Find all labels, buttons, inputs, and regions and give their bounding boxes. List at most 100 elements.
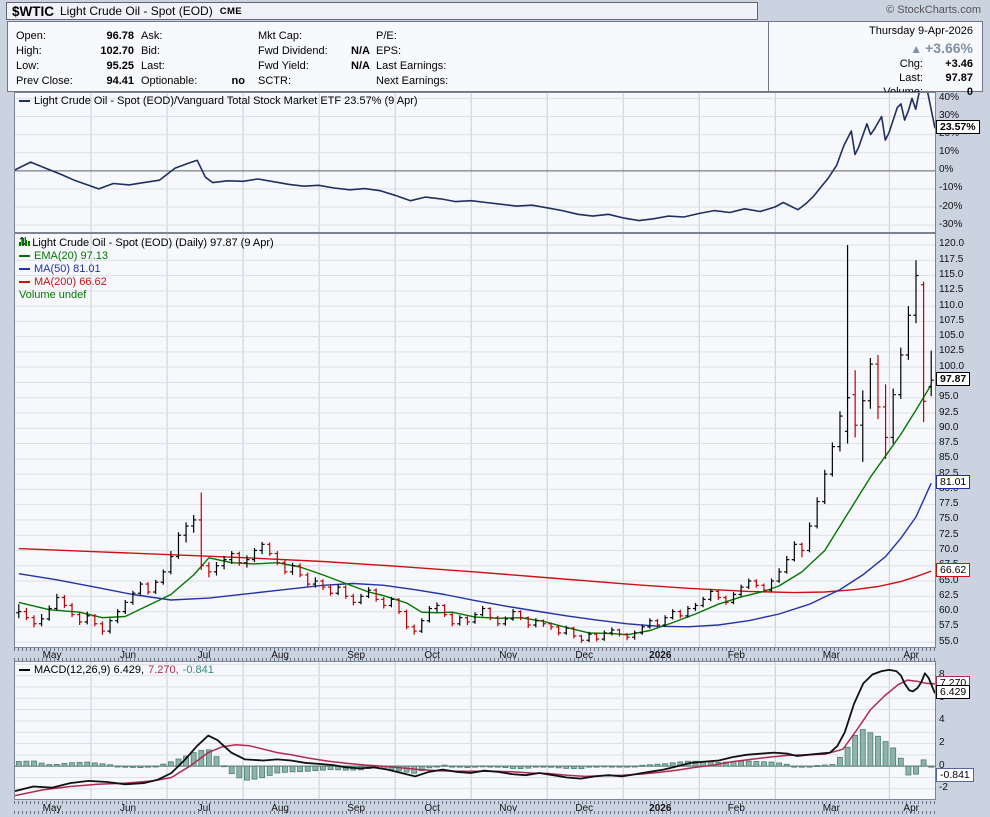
x-axis-month-label: Feb	[727, 803, 745, 814]
macd-chart-svg	[15, 662, 935, 799]
y-axis-tick: 120.0	[939, 238, 965, 250]
x-axis-month-label: Apr	[903, 650, 919, 661]
field-label: SCTR:	[258, 75, 291, 87]
instrument-name: Light Crude Oil - Spot (EOD)	[60, 4, 213, 18]
quote-field: Next Earnings:	[376, 74, 528, 89]
signal-value-text: 7.270,	[148, 664, 179, 676]
quote-field: Low: 95.25	[16, 59, 134, 74]
field-value: no	[231, 75, 245, 87]
quote-panel: Open: 96.78 High: 102.70 Low: 95.25 Prev Close…	[7, 21, 983, 98]
y-axis-tick: 72.5	[939, 528, 959, 540]
y-axis-tick: 10%	[939, 146, 960, 158]
last-row: Last: 97.87	[769, 71, 973, 85]
x-axis-month-label: May	[42, 803, 62, 814]
volume-bars-icon	[19, 238, 30, 246]
quote-field: Fwd Dividend: N/A	[258, 44, 370, 59]
field-label: Last:	[141, 60, 165, 72]
y-axis-tick: -2	[939, 782, 948, 794]
percent-change-value: +3.66%	[925, 40, 973, 56]
y-axis-tick: 87.5	[939, 437, 959, 449]
y-axis-tick: 92.5	[939, 406, 959, 418]
quote-field: P/E:	[376, 29, 528, 44]
volume-legend-text: Volume undef	[19, 288, 87, 301]
y-axis-tick: 105.0	[939, 330, 965, 342]
quote-column: Mkt Cap: Fwd Dividend: N/A Fwd Yield: N/A SCT…	[258, 29, 370, 89]
x-axis-month-label: Jun	[119, 803, 137, 814]
y-axis-tick: 30%	[939, 110, 960, 122]
field-value: 96.78	[106, 30, 134, 42]
ratio-legend: Light Crude Oil - Spot (EOD)/Vanguard To…	[19, 95, 418, 107]
x-axis-month-label: Aug	[271, 650, 289, 661]
ema-line-swatch-icon	[19, 254, 30, 257]
x-axis-month-label: 2026	[649, 803, 672, 814]
y-axis-tick: 0	[939, 759, 945, 771]
last-label: Last:	[899, 72, 923, 84]
price-chart-svg	[15, 234, 935, 647]
quote-field: Ask:	[141, 29, 245, 44]
copyright: © StockCharts.com	[886, 4, 981, 16]
field-value: 102.70	[100, 45, 134, 57]
y-axis-tick: 40%	[939, 91, 960, 103]
field-label: EPS:	[376, 45, 402, 57]
ratio-chart-svg	[15, 93, 935, 232]
quote-field: Open: 96.78	[16, 29, 134, 44]
y-axis-tick: 62.5	[939, 589, 959, 601]
field-label: Mkt Cap:	[258, 30, 303, 42]
ma50-legend-row: MA(50) 81.01	[19, 262, 274, 275]
field-value: N/A	[351, 60, 370, 72]
ma50-line-swatch-icon	[19, 267, 30, 270]
y-axis-tick: 60.0	[939, 605, 959, 617]
x-axis-month-label: Aug	[271, 803, 289, 814]
y-axis-tick: 115.0	[939, 269, 964, 281]
y-axis-tick: -20%	[939, 200, 963, 212]
quote-column: Open: 96.78 High: 102.70 Low: 95.25 Prev Close…	[16, 29, 134, 89]
ratio-panel: Light Crude Oil - Spot (EOD)/Vanguard To…	[14, 92, 936, 233]
tick-row	[14, 648, 936, 651]
field-label: Ask:	[141, 30, 163, 42]
y-axis-tick: 75.0	[939, 513, 959, 525]
x-axis-month-label: May	[42, 650, 62, 661]
x-axis-strip-upper: May Jun Jul Aug Sep Oct Nov Dec 2026 Feb Mar Apr	[14, 648, 936, 661]
y-axis-tick: -30%	[939, 218, 963, 230]
volume-value: 0	[966, 86, 973, 98]
x-axis-month-label: Sep	[347, 803, 366, 814]
field-value: 95.25	[106, 60, 134, 72]
x-axis-month-label: Mar	[822, 803, 840, 814]
x-axis-month-label: Feb	[727, 650, 745, 661]
quote-field: Mkt Cap:	[258, 29, 370, 44]
current-value-box: 81.01	[936, 475, 971, 490]
ticker-symbol: $WTIC	[12, 3, 54, 19]
current-value-box: -0.841	[936, 767, 974, 782]
change-label: Chg:	[899, 58, 923, 70]
y-axis-tick: 4	[939, 714, 945, 726]
y-axis-tick: 117.5	[939, 253, 964, 265]
field-label: Bid:	[141, 45, 160, 57]
x-axis-month-label: Dec	[575, 650, 594, 661]
macd-panel: MACD(12,26,9) 6.429, 7.270, -0.841	[14, 661, 936, 800]
y-axis-tick: 77.5	[939, 498, 959, 510]
y-axis-tick: 85.0	[939, 452, 959, 464]
field-label: Next Earnings:	[376, 75, 449, 87]
y-axis-tick: 55.0	[939, 635, 959, 647]
quote-field: Bid:	[141, 44, 245, 59]
quote-field: Optionable: no	[141, 74, 245, 89]
current-value-box: 66.62	[936, 563, 971, 578]
field-label: High:	[16, 45, 42, 57]
y-axis-tick: 2	[939, 737, 945, 749]
ema-legend-row: EMA(20) 97.13	[19, 249, 274, 262]
x-axis-month-label: Dec	[575, 803, 594, 814]
x-axis-month-label: 2026	[649, 650, 672, 661]
last-value: 97.87	[945, 72, 973, 84]
ratio-legend-text: Light Crude Oil - Spot (EOD)/Vanguard To…	[34, 95, 418, 107]
x-axis-month-label: Apr	[903, 803, 919, 814]
y-axis-tick: 112.5	[939, 284, 964, 296]
field-label: P/E:	[376, 30, 397, 42]
ma200-legend-row: MA(200) 66.62	[19, 275, 274, 288]
price-legend-text: Light Crude Oil - Spot (EOD) (Daily) 97.…	[32, 236, 274, 249]
field-label: Low:	[16, 60, 40, 72]
x-axis-strip-lower: May Jun Jul Aug Sep Oct Nov Dec 2026 Feb Mar Apr	[14, 801, 936, 814]
field-value: N/A	[351, 45, 370, 57]
ma200-line-swatch-icon	[19, 280, 30, 283]
tick-row	[14, 801, 936, 804]
